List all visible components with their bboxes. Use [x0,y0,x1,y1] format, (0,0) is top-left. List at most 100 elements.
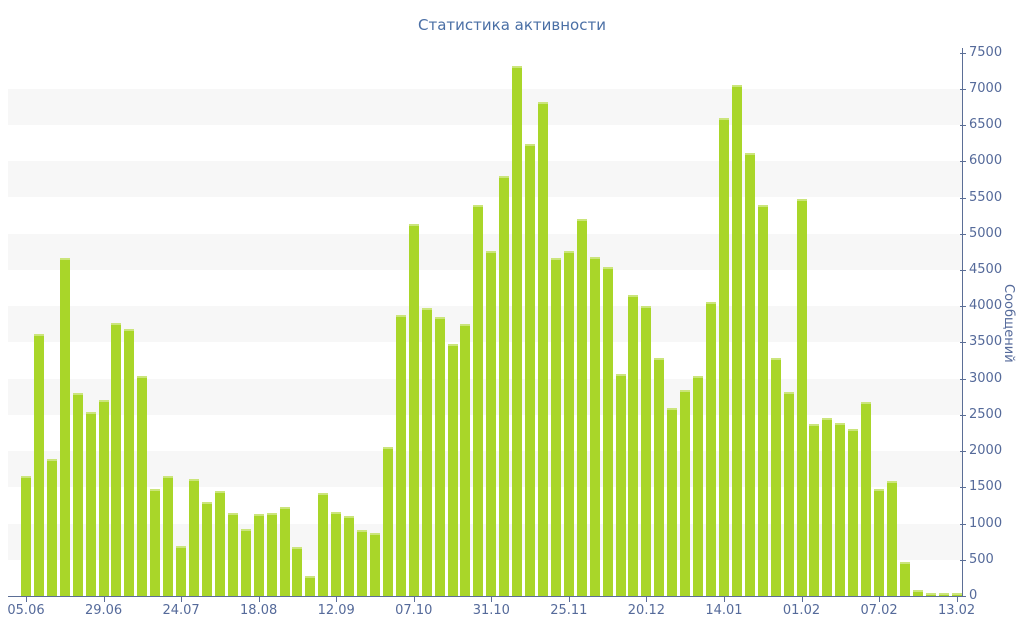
bar [292,546,303,596]
bar [305,576,316,596]
y-axis-tick-label: 4500 [969,261,1003,277]
bar [718,117,729,596]
bar [796,198,807,596]
bar [770,358,781,596]
bar [111,322,122,596]
bar [757,204,768,596]
bar [279,506,290,596]
bar [357,530,368,596]
x-axis-tick [491,597,493,602]
bar [189,478,200,596]
bar [654,358,665,596]
y-axis-tick-label: 0 [969,588,978,603]
y-axis-tick [960,197,966,199]
y-axis-tick-label: 5000 [969,225,1003,241]
x-axis-tick [879,597,881,602]
x-axis-tick [103,597,105,602]
bar [512,66,523,596]
bar [912,590,923,596]
x-axis-tick [646,597,648,602]
bar [434,317,445,596]
bar [21,475,31,596]
bar [576,218,587,596]
bar [938,593,949,596]
bar [421,307,432,596]
y-axis-tick-label: 3500 [969,334,1003,350]
bar [72,393,83,596]
bar [98,400,109,596]
bar [473,204,484,596]
y-axis-tick [960,451,966,453]
chart-title: Статистика активности [418,16,606,34]
bar [240,528,251,596]
y-axis-tick [960,559,966,561]
y-axis-tick [960,342,966,344]
bar [201,501,212,596]
x-axis-tick [26,597,27,602]
bar [460,323,471,596]
bar [382,447,393,596]
bar [344,515,355,596]
x-axis-tick [723,597,725,602]
y-axis-tick [960,487,966,489]
x-axis-tick [181,597,183,602]
y-axis-tick-label: 1000 [969,515,1003,531]
y-axis-tick-label: 3000 [969,370,1003,386]
x-axis-tick-label: 07.10 [395,603,433,618]
bar [331,511,342,596]
y-axis-tick-label: 1500 [969,479,1003,495]
bar [589,256,600,596]
x-axis-line [8,596,963,597]
bar [550,258,561,596]
bar [693,376,704,596]
bar [163,475,174,596]
bar [33,333,44,596]
x-axis-tick-label: 14.01 [705,603,743,618]
bar [137,376,148,596]
bar [680,390,691,596]
bar [835,422,846,596]
bar [46,459,57,596]
bar [925,593,936,596]
x-axis-tick-label: 01.02 [782,603,821,618]
bar [951,593,962,596]
x-axis-tick-label: 25.11 [550,603,588,618]
y-axis-tick-label: 5500 [969,189,1003,205]
bar [628,295,639,596]
bar [706,301,717,596]
x-axis-tick-label: 31.10 [472,603,510,618]
bar [214,490,225,596]
y-axis-tick [960,125,966,127]
bar [318,493,329,596]
bar [874,489,885,596]
bar [641,306,652,596]
y-axis-tick [960,161,966,163]
y-axis-tick-label: 6500 [969,117,1003,133]
y-axis-tick-label: 500 [969,551,994,567]
bar [499,175,510,596]
bar [408,223,419,596]
y-axis-tick-label: 2000 [969,443,1003,459]
bar [861,401,872,596]
y-axis-tick [960,414,966,416]
y-axis-tick-label: 2500 [969,406,1003,422]
bar [266,513,277,596]
x-axis-tick [801,597,803,602]
bar [602,267,613,596]
bar [253,514,264,596]
bar [744,152,755,596]
grid-band [8,88,962,126]
bar [150,488,161,596]
y-axis-tick [960,306,966,308]
y-axis-tick-label: 4000 [969,298,1003,314]
bar [124,329,135,596]
y-axis-tick [960,269,966,271]
bar [486,251,497,596]
x-axis-tick [568,597,570,602]
bar [176,546,187,596]
x-axis-tick-label: 29.06 [84,603,123,618]
y-axis-tick [960,52,966,54]
x-axis-tick-label: 24.07 [162,603,200,618]
x-axis-tick [336,597,338,602]
grid-band [8,306,962,343]
